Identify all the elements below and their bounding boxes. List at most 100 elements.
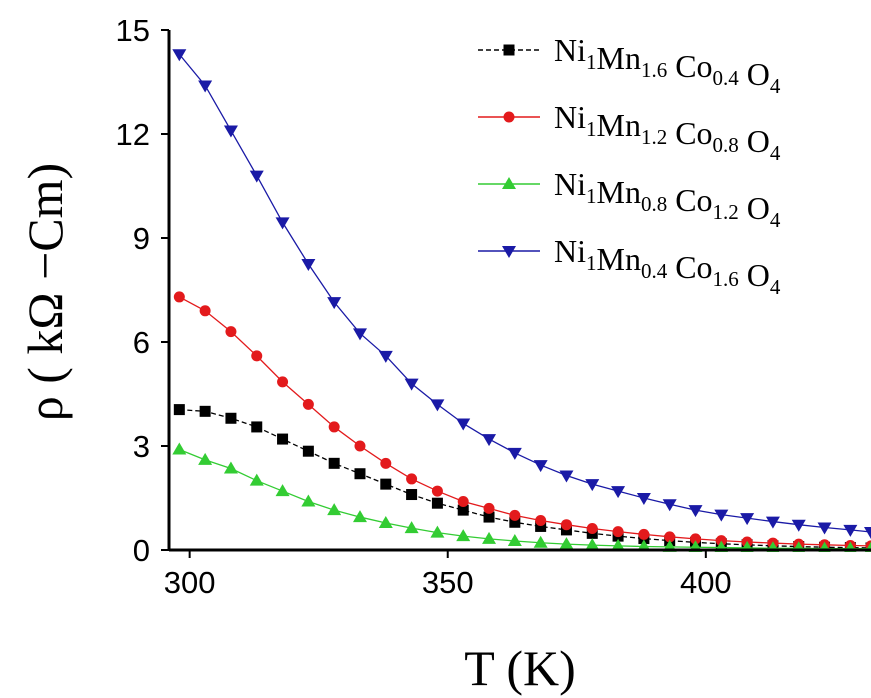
data-point <box>275 484 290 497</box>
data-point <box>277 433 289 445</box>
data-point <box>251 350 263 362</box>
data-point <box>457 504 469 516</box>
legend-label: Ni1Mn1.6 Co0.4 O4 <box>554 32 781 98</box>
y-tick-label: 15 <box>116 13 150 48</box>
data-point <box>714 509 729 522</box>
data-point <box>482 434 497 447</box>
x-tick-label: 300 <box>164 565 216 600</box>
data-point <box>173 291 185 303</box>
y-tick-label: 9 <box>133 221 150 256</box>
data-point <box>690 533 701 545</box>
data-point <box>225 326 237 338</box>
data-point <box>378 515 393 528</box>
legend-label: Ni1Mn0.4 Co1.6 O4 <box>554 233 781 299</box>
legend-marker <box>503 44 515 56</box>
series-4 <box>172 49 871 539</box>
y-tick-label: 6 <box>133 325 150 360</box>
data-point <box>327 503 342 516</box>
data-point <box>533 460 548 473</box>
legend-item: Ni1Mn0.8 Co1.2 O4 <box>478 166 781 232</box>
y-tick-label: 3 <box>133 429 150 464</box>
y-tick-label: 12 <box>116 117 150 152</box>
legend-item: Ni1Mn1.6 Co0.4 O4 <box>478 32 781 98</box>
data-point <box>636 493 651 505</box>
axes <box>167 30 871 552</box>
legend-item: Ni1Mn1.2 Co0.8 O4 <box>478 99 781 165</box>
data-point <box>223 125 238 138</box>
data-point <box>302 398 314 410</box>
data-point <box>251 421 263 433</box>
data-point <box>380 478 392 490</box>
x-tick-label: 350 <box>422 565 474 600</box>
data-point <box>172 49 187 62</box>
x-tick-label: 400 <box>680 565 732 600</box>
data-point <box>507 533 522 546</box>
data-point <box>611 486 626 499</box>
data-point <box>585 479 600 492</box>
data-point <box>611 538 626 551</box>
data-point <box>302 445 314 457</box>
data-point <box>378 350 393 363</box>
data-point <box>354 440 366 452</box>
data-point <box>535 520 547 532</box>
data-point <box>509 509 521 521</box>
data-point <box>352 328 367 341</box>
series-line <box>178 53 871 533</box>
data-point <box>406 473 418 485</box>
legend-item: Ni1Mn0.4 Co1.6 O4 <box>478 233 781 299</box>
data-point <box>173 404 185 416</box>
data-point <box>328 421 340 433</box>
data-point <box>172 442 187 455</box>
x-axis-title: T (K) <box>464 640 576 696</box>
data-point <box>457 495 469 507</box>
data-point <box>664 531 676 543</box>
series-line <box>179 408 871 549</box>
data-point <box>509 516 521 528</box>
data-point <box>249 473 264 486</box>
series-2 <box>173 291 871 552</box>
data-point <box>456 418 471 431</box>
data-point <box>199 305 211 317</box>
legend-label: Ni1Mn1.2 Co0.8 O4 <box>554 99 781 165</box>
data-point <box>223 461 238 474</box>
data-point <box>740 513 755 526</box>
data-point <box>559 470 574 483</box>
y-axis-title: ρ ( kΩ −Cm) <box>17 163 73 421</box>
series-line <box>179 448 871 550</box>
data-point <box>430 399 445 412</box>
data-point <box>404 521 419 534</box>
data-point <box>483 511 495 523</box>
data-point <box>456 529 471 542</box>
data-point <box>352 510 367 523</box>
data-point <box>560 519 572 531</box>
data-point <box>483 502 495 514</box>
data-point <box>482 531 497 544</box>
y-tick-label: 0 <box>133 533 150 568</box>
data-point <box>864 526 871 539</box>
data-point <box>612 526 624 538</box>
data-point <box>327 297 342 310</box>
data-point <box>431 485 443 497</box>
data-point <box>535 515 547 527</box>
data-point <box>585 538 600 551</box>
data-point <box>249 170 264 183</box>
data-point <box>275 217 290 230</box>
legend-marker <box>502 177 516 189</box>
data-point <box>765 516 780 529</box>
series-1 <box>173 404 871 552</box>
legend-marker <box>502 246 516 258</box>
legend-marker <box>503 111 515 123</box>
data-point <box>507 447 522 460</box>
data-point <box>791 519 806 532</box>
data-point <box>406 489 418 501</box>
data-point <box>559 537 574 550</box>
data-point <box>688 505 703 518</box>
data-point <box>431 497 443 509</box>
data-point <box>301 259 316 271</box>
data-point <box>354 468 366 480</box>
series-3 <box>172 442 871 552</box>
legend-label: Ni1Mn0.8 Co1.2 O4 <box>554 166 781 232</box>
series-layer <box>172 49 871 552</box>
data-point <box>586 523 598 535</box>
